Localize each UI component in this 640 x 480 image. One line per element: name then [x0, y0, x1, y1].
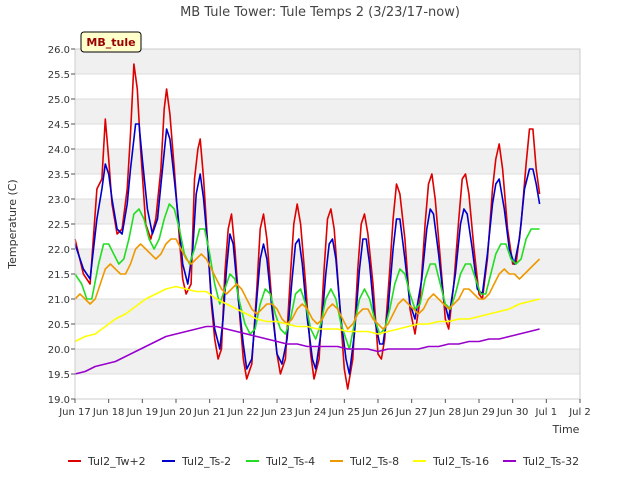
x-tick-label: Jun 28	[429, 407, 462, 418]
x-tick-label: Jun 21	[193, 407, 226, 418]
plot-band	[75, 349, 580, 374]
plot-band	[75, 49, 580, 74]
x-tick-label: Jun 20	[159, 407, 192, 418]
y-tick-label: 26.0	[48, 45, 70, 56]
x-tick-label: Jun 26	[361, 407, 394, 418]
y-tick-label: 21.0	[48, 295, 70, 306]
x-tick-label: Jul 2	[568, 407, 591, 418]
x-tick-label: Jun 22	[227, 407, 260, 418]
legend-label: Tul2_Tw+2	[87, 455, 146, 468]
plot-band	[75, 374, 580, 399]
series-line-Tul2_Ts-4	[74, 203, 540, 350]
series-line-Tul2_Tw+2	[74, 63, 541, 390]
y-tick-label: 19.0	[48, 395, 70, 406]
y-tick-label: 25.5	[48, 70, 70, 81]
y-tick-label: 24.5	[48, 120, 70, 131]
x-axis-ticks: Jun 17 Jun 18 Jun 19 Jun 20 Jun 21 Jun 22 Jun …	[58, 399, 591, 418]
plot-bands	[75, 49, 580, 399]
legend-label: Tul2_Ts-16	[432, 455, 489, 468]
legend-label: Tul2_Ts-32	[522, 455, 579, 468]
legend-label: Tul2_Ts-2	[181, 455, 231, 468]
y-tick-label: 20.0	[48, 345, 70, 356]
y-axis-label: Temperature (C)	[6, 179, 19, 269]
y-tick-label: 24.0	[48, 145, 70, 156]
plot-band	[75, 124, 580, 149]
plot-band	[75, 99, 580, 124]
y-tick-label: 23.5	[48, 170, 70, 181]
y-tick-label: 20.5	[48, 320, 70, 331]
legend: Tul2_Tw+2 Tul2_Ts-2 Tul2_Ts-4 Tul2_Ts-8 Tul2…	[68, 455, 579, 468]
plot-band	[75, 324, 580, 349]
y-tick-label: 21.5	[48, 270, 70, 281]
y-tick-label: 23.0	[48, 195, 70, 206]
x-tick-label: Jun 24	[294, 407, 327, 418]
x-tick-label: Jun 30	[496, 407, 529, 418]
series-line-Tul2_Ts-16	[74, 285, 540, 343]
series-line-Tul2_Ts-32	[74, 325, 540, 375]
station-label-box: MB_tule	[80, 31, 142, 53]
x-tick-label: Jun 27	[395, 407, 428, 418]
series-line-Tul2_Ts-2	[74, 123, 541, 375]
legend-label: Tul2_Ts-4	[265, 455, 315, 468]
plot-band	[75, 299, 580, 324]
y-tick-label: 22.0	[48, 245, 70, 256]
y-tick-label: 25.0	[48, 95, 70, 106]
chart-title: MB Tule Tower: Tule Temps 2 (3/23/17-now…	[180, 5, 460, 20]
x-tick-label: Jun 25	[328, 407, 361, 418]
y-axis-ticks: 19.0 19.5 20.0 20.5 21.0 21.5 22.0 22.5 23.0 23.5…	[48, 45, 75, 406]
plot-band	[75, 149, 580, 174]
x-tick-label: Jul 1	[535, 407, 558, 418]
x-tick-label: Jun 19	[126, 407, 159, 418]
x-tick-label: Jun 17	[58, 407, 91, 418]
plot-band	[75, 74, 580, 99]
y-tick-label: 22.5	[48, 220, 70, 231]
station-label: MB_tule	[86, 36, 135, 49]
x-axis-label: Time	[552, 423, 580, 436]
series-line-Tul2_Ts-8	[74, 238, 541, 330]
y-tick-label: 19.5	[48, 370, 70, 381]
x-tick-label: Jun 23	[260, 407, 293, 418]
x-tick-label: Jun 18	[92, 407, 125, 418]
x-tick-label: Jun 29	[462, 407, 495, 418]
legend-label: Tul2_Ts-8	[349, 455, 399, 468]
series-lines	[74, 63, 541, 390]
